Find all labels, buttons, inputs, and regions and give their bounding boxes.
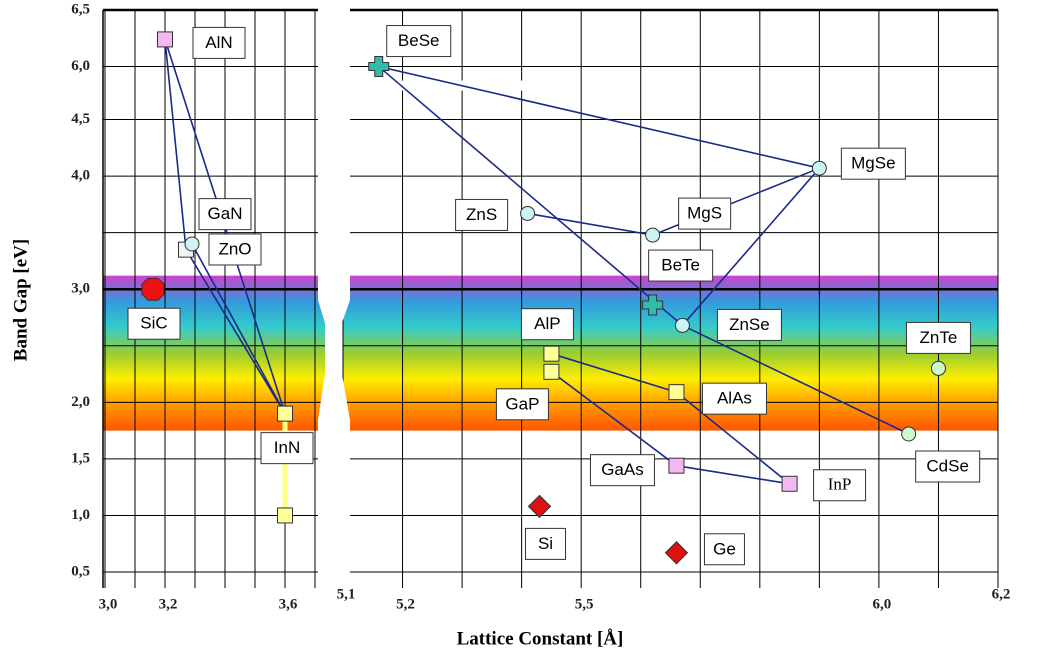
label-box [455, 198, 509, 231]
link-line [527, 212, 653, 236]
link-line [185, 249, 286, 415]
label-box [192, 26, 246, 59]
point-label: AlP [534, 314, 560, 333]
label-box [813, 469, 867, 502]
x-tick-label: 5,5 [575, 596, 594, 612]
link-line [164, 39, 187, 250]
y-tick-label: 1,5 [71, 450, 90, 466]
link-line [550, 371, 677, 467]
marker [277, 507, 293, 524]
marker [901, 426, 917, 442]
point-label: ZnSe [729, 315, 770, 334]
spectrum-band [343, 275, 998, 431]
label-box [260, 432, 314, 465]
x-tick-label: 6,0 [873, 596, 892, 612]
x-tick-label: 5,1 [337, 586, 356, 602]
y-tick-label: 0,5 [71, 563, 90, 579]
link-line [652, 167, 820, 236]
marker [811, 160, 827, 176]
label-box [525, 527, 566, 560]
marker [645, 227, 661, 243]
point-label: AlN [205, 33, 232, 52]
link-line [378, 65, 683, 327]
label-box [905, 321, 971, 354]
label-box [703, 533, 745, 566]
link-line [675, 391, 791, 485]
link-line [378, 65, 820, 169]
marker [277, 405, 293, 422]
label-box [701, 382, 767, 415]
marker [930, 360, 946, 376]
label-box [840, 147, 906, 180]
y-tick-label: 2,0 [71, 394, 90, 410]
point-label: ZnO [218, 239, 251, 258]
marker [642, 294, 664, 316]
x-tick-label: 3,0 [99, 596, 118, 612]
marker [668, 384, 685, 401]
label-box [915, 450, 981, 483]
marker [184, 236, 200, 252]
label-box [198, 198, 252, 231]
y-axis-title: Band Gap [eV] [10, 239, 31, 361]
marker [668, 457, 685, 474]
point-label: CdSe [926, 456, 969, 475]
x-tick-label: 5,2 [396, 596, 415, 612]
point-label: Ge [713, 539, 736, 558]
y-tick-label: 6,0 [71, 58, 90, 74]
spectrum-band [103, 275, 325, 431]
point-label: ZnTe [920, 328, 958, 347]
marker [781, 475, 798, 492]
marker [674, 317, 690, 333]
marker [157, 31, 173, 48]
label-box [678, 197, 732, 230]
point-label: ZnS [466, 205, 497, 224]
x-axis-title: Lattice Constant [Å] [457, 628, 624, 649]
point-label: AlAs [717, 389, 752, 408]
label-box [589, 454, 655, 487]
point-label: InN [274, 438, 300, 457]
point-label: BeTe [661, 256, 700, 275]
label-box [208, 233, 262, 266]
link-line [191, 243, 286, 415]
marker [527, 494, 552, 519]
label-box [648, 249, 714, 282]
link-line [551, 352, 677, 393]
point-label: MgSe [851, 154, 895, 173]
point-label: InP [828, 475, 852, 494]
point-label: GaP [505, 394, 539, 413]
marker [664, 541, 689, 565]
y-tick-label: 3,0 [71, 281, 90, 297]
marker [543, 345, 560, 362]
label-box [495, 388, 549, 421]
marker [141, 277, 165, 301]
point-label: GaAs [601, 460, 644, 479]
point-label: Si [538, 534, 553, 553]
y-tick-label: 4,0 [71, 168, 90, 184]
point-label: BeSe [398, 31, 440, 50]
point-label: MgS [687, 204, 722, 223]
link-line [682, 324, 910, 435]
y-tick-label: 4,5 [71, 111, 90, 127]
axis-break [318, 0, 350, 600]
point-label: GaN [208, 204, 243, 223]
marker [543, 363, 560, 380]
label-box [127, 307, 181, 340]
link-line [676, 464, 790, 485]
x-tick-label: 3,6 [279, 596, 298, 612]
label-box [716, 308, 782, 341]
y-tick-label: 1,0 [71, 507, 90, 523]
x-tick-label: 6,2 [992, 586, 1011, 602]
marker [520, 205, 536, 221]
marker [368, 56, 390, 78]
x-tick-label: 3,2 [159, 596, 178, 612]
axis-break [340, 80, 540, 91]
label-box [520, 308, 574, 341]
y-tick-label: 6,5 [71, 1, 90, 17]
link-line [681, 167, 820, 326]
label-box [386, 25, 452, 58]
point-label: SiC [140, 314, 167, 333]
